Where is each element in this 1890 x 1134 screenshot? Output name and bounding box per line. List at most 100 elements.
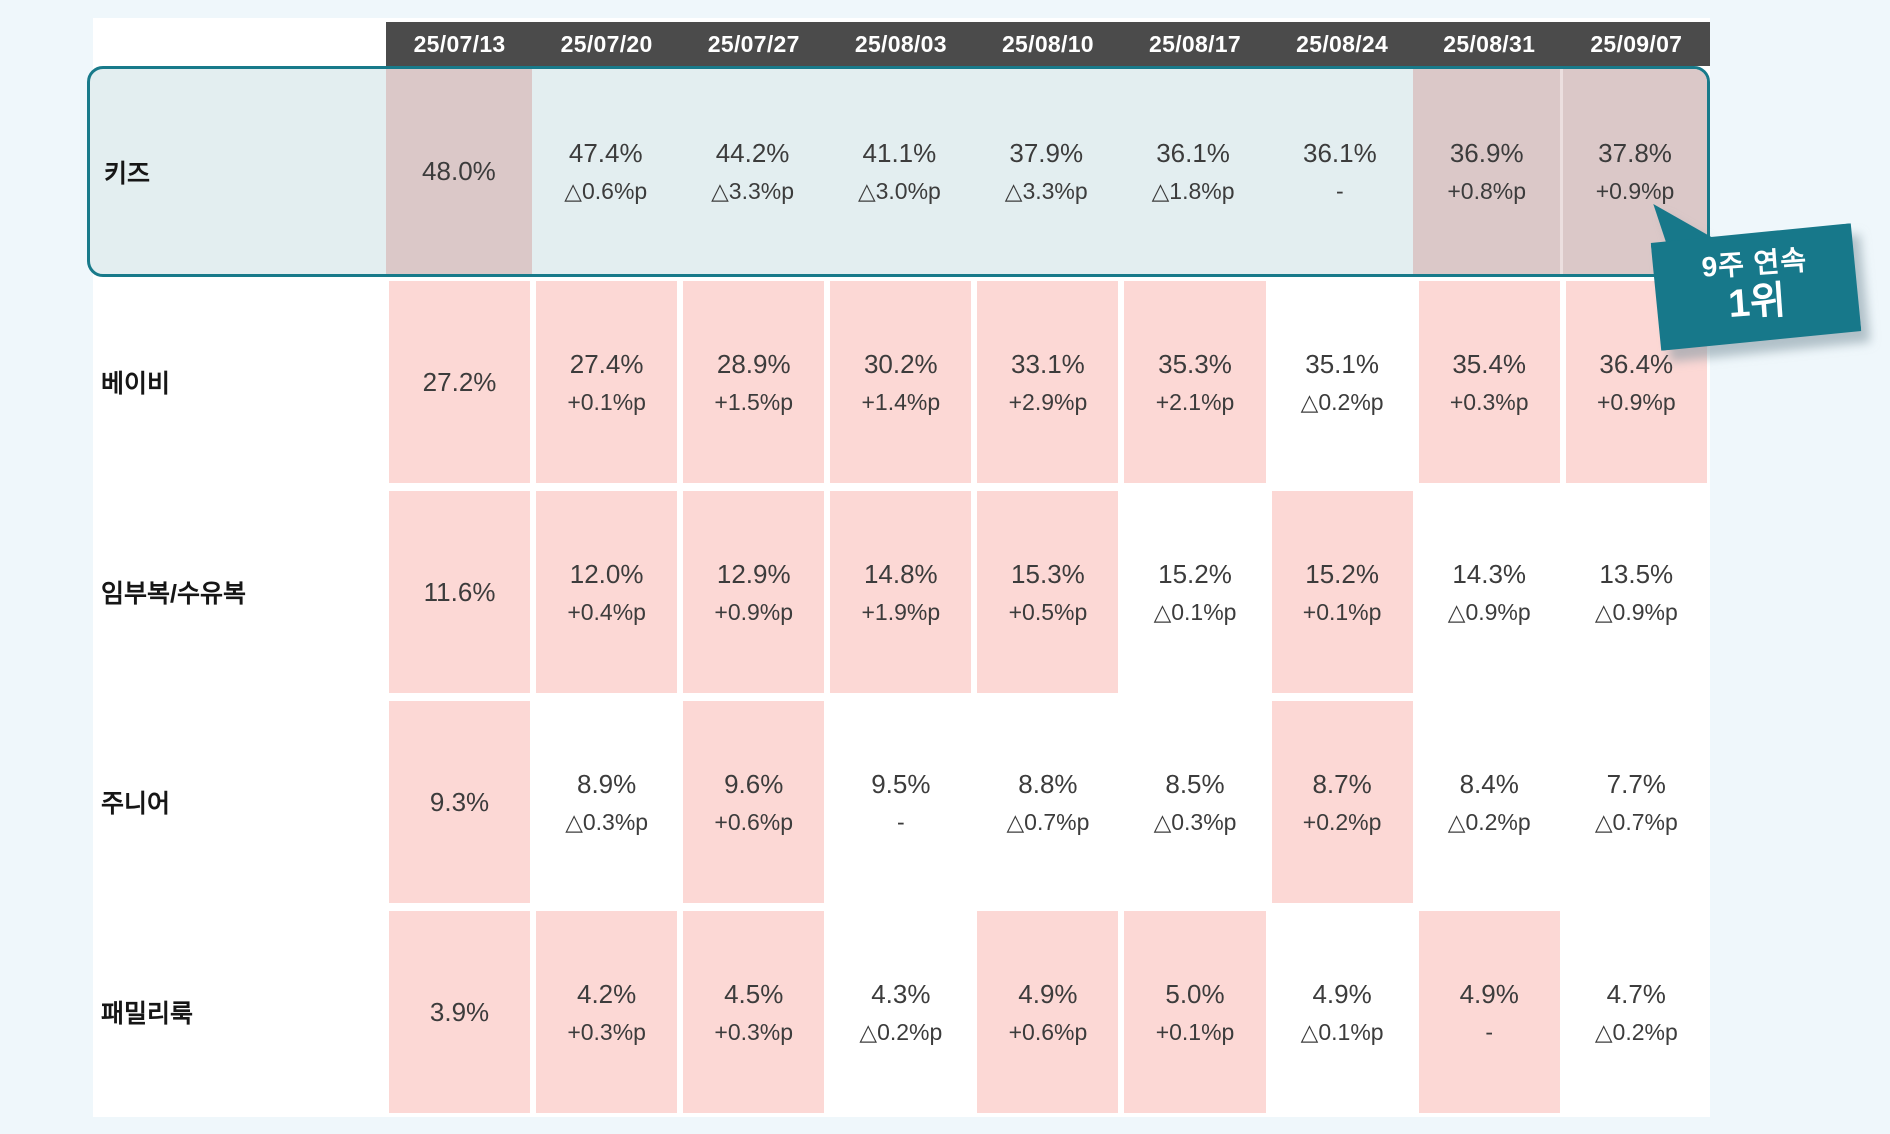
share-value: 28.9%: [716, 348, 791, 379]
delta-value: +1.9%p: [861, 598, 941, 625]
share-value: 11.6%: [423, 576, 496, 607]
delta-value: +0.3%p: [714, 1018, 794, 1045]
data-cell: 27.2%: [386, 277, 533, 487]
delta-value: +0.3%p: [1449, 388, 1529, 415]
delta-value: +0.1%p: [567, 388, 646, 415]
column-header: 25/08/17: [1149, 30, 1241, 57]
highlighted-cell: 4.9% +0.6%p: [977, 911, 1119, 1113]
column-header: 25/07/13: [413, 30, 506, 57]
delta-value: △0.3%p: [1153, 808, 1237, 835]
highlighted-cell: 28.9% +1.5%p: [683, 281, 825, 483]
delta-value: +0.8%p: [1447, 178, 1527, 204]
data-cell: 36.9% +0.8%p: [1413, 69, 1561, 274]
data-cell: 15.2% +0.1%p: [1269, 487, 1416, 697]
data-cell: 9.6% +0.6%p: [680, 697, 827, 907]
delta-value: -: [1485, 1018, 1494, 1045]
data-cell: 4.9% -: [1416, 907, 1563, 1117]
plain-cell: 37.9% △3.3%p: [973, 69, 1120, 274]
data-cell: 8.9% △0.3%p: [533, 697, 680, 907]
data-cell: 35.3% +2.1%p: [1121, 277, 1268, 487]
data-cell: 36.1% -: [1266, 69, 1413, 274]
delta-value: +0.6%p: [1008, 1018, 1088, 1045]
delta-value: △0.2%p: [1300, 388, 1384, 415]
header-row: 25/07/13 25/07/20 25/07/27 25/08/03 25/08/10…: [386, 22, 1710, 66]
highlighted-cell: 11.6%: [389, 491, 531, 693]
data-cell: 12.9% +0.9%p: [680, 487, 827, 697]
column-header: 25/08/31: [1443, 30, 1536, 57]
share-value: 5.0%: [1165, 978, 1225, 1009]
share-value: 15.3%: [1011, 558, 1085, 589]
badge-body: 9주 연속 1위: [1650, 223, 1861, 351]
table-row: 임부복/수유복 11.6% 12.0% +0.4%p 12.9% +0.9%p 14.8% +…: [87, 487, 1710, 697]
plain-cell: 47.4% △0.6%p: [532, 69, 679, 274]
column-header: 25/07/20: [560, 30, 653, 57]
plain-cell: 4.7% △0.2%p: [1566, 911, 1707, 1113]
delta-value: △1.8%p: [1151, 178, 1235, 204]
plain-cell: 8.9% △0.3%p: [536, 701, 677, 903]
table-rows: 베이비 27.2% 27.4% +0.1%p 28.9% +1.5%p 30.2% +1.4%…: [87, 277, 1710, 1117]
data-cell: 14.8% +1.9%p: [827, 487, 974, 697]
plain-cell: 8.8% △0.7%p: [977, 701, 1118, 903]
share-value: 8.7%: [1312, 768, 1372, 799]
delta-value: -: [1336, 178, 1344, 204]
share-value: 8.4%: [1459, 768, 1519, 799]
share-value: 13.5%: [1599, 558, 1674, 589]
badge-rank-text: 1위: [1726, 279, 1788, 327]
data-cell: 12.0% +0.4%p: [533, 487, 680, 697]
delta-value: △0.1%p: [1153, 598, 1237, 625]
plain-cell: 8.4% △0.2%p: [1419, 701, 1560, 903]
share-value: 36.4%: [1599, 348, 1674, 379]
share-value: 36.9%: [1449, 138, 1524, 168]
data-cell: 4.9% △0.1%p: [1269, 907, 1416, 1117]
delta-value: +0.9%p: [1595, 178, 1675, 204]
delta-value: △0.6%p: [564, 178, 648, 204]
share-value: 14.3%: [1452, 558, 1527, 589]
share-value: 36.1%: [1156, 138, 1230, 168]
highlighted-cell: 8.7% +0.2%p: [1271, 701, 1413, 903]
plain-cell: 36.1% △1.8%p: [1120, 69, 1267, 274]
data-cell: 35.1% △0.2%p: [1269, 277, 1416, 487]
data-cell: 35.4% +0.3%p: [1416, 277, 1563, 487]
kids-highlight-box: 키즈 48.0% 47.4% △0.6%p 44.2% △3.3%p 41.1% △3.0%p…: [87, 66, 1710, 277]
share-value: 9.3%: [429, 786, 490, 817]
data-cell: 27.4% +0.1%p: [533, 277, 680, 487]
highlighted-cell: 14.8% +1.9%p: [830, 491, 972, 693]
highlighted-cell: 27.2%: [389, 281, 531, 483]
row-label: 키즈: [104, 159, 151, 188]
plain-cell: 8.5% △0.3%p: [1124, 701, 1265, 903]
delta-value: △0.9%p: [1594, 598, 1678, 625]
highlighted-cell: 9.3%: [389, 701, 531, 903]
data-cell: 4.9% +0.6%p: [974, 907, 1121, 1117]
plain-cell: 4.3% △0.2%p: [830, 911, 971, 1113]
table-row: 베이비 27.2% 27.4% +0.1%p 28.9% +1.5%p 30.2% +1.4%…: [87, 277, 1710, 487]
share-value: 8.9%: [577, 768, 637, 799]
share-value: 44.2%: [715, 138, 790, 168]
share-value: 27.2%: [422, 366, 497, 397]
data-cell: 15.2% △0.1%p: [1121, 487, 1268, 697]
plain-cell: 13.5% △0.9%p: [1566, 491, 1707, 693]
delta-value: △0.2%p: [859, 1018, 943, 1045]
data-cell: 5.0% +0.1%p: [1121, 907, 1268, 1117]
share-value: 7.7%: [1606, 768, 1666, 799]
data-cell: 41.1% △3.0%p: [826, 69, 973, 274]
plain-cell: 44.2% △3.3%p: [679, 69, 826, 274]
row-label: 베이비: [101, 370, 171, 398]
delta-value: △3.3%p: [711, 178, 795, 204]
plain-cell: 14.3% △0.9%p: [1419, 491, 1560, 693]
data-cell: 4.5% +0.3%p: [680, 907, 827, 1117]
column-header: 25/08/10: [1001, 30, 1094, 57]
data-cell: 36.1% △1.8%p: [1120, 69, 1267, 274]
badge-streak-text: 9주 연속: [1700, 244, 1809, 283]
data-cell: 11.6%: [386, 487, 533, 697]
data-cell: 47.4% △0.6%p: [532, 69, 679, 274]
data-cell: 8.8% △0.7%p: [974, 697, 1121, 907]
delta-value: △0.1%p: [1300, 1018, 1384, 1045]
share-value: 8.5%: [1165, 768, 1225, 799]
highlighted-cell: 4.2% +0.3%p: [536, 911, 678, 1113]
plain-cell: 15.2% △0.1%p: [1124, 491, 1265, 693]
data-cell: 44.2% △3.3%p: [679, 69, 826, 274]
table-row: 패밀리룩 3.9% 4.2% +0.3%p 4.5% +0.3%p 4.3% △0.2%p 4.…: [87, 907, 1710, 1117]
plain-cell: 4.9% △0.1%p: [1272, 911, 1413, 1113]
share-value: 4.3%: [871, 978, 931, 1009]
delta-value: +1.5%p: [714, 388, 794, 415]
